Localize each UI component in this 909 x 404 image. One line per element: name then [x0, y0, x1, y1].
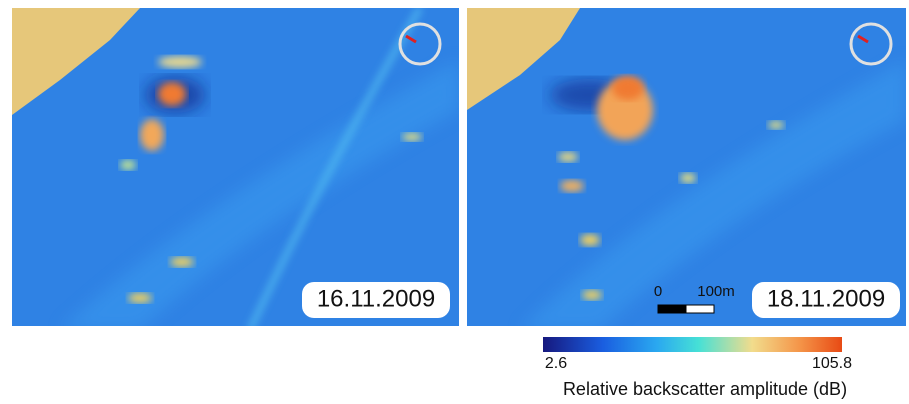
date-label: 16.11.2009	[317, 285, 435, 312]
colorbar-title: Relative backscatter amplitude (dB)	[563, 379, 847, 399]
backscatter-image	[12, 8, 459, 326]
date-box	[752, 282, 900, 318]
colorbar-min: 2.6	[545, 355, 567, 372]
date-box	[302, 282, 450, 318]
colorbar	[543, 337, 842, 352]
scale-label: 0	[654, 283, 662, 300]
backscatter-image	[467, 8, 906, 326]
scale-bar	[657, 304, 687, 314]
date-label: 18.11.2009	[767, 285, 885, 312]
scale-bar	[685, 304, 715, 314]
colorbar-max: 105.8	[812, 355, 852, 372]
scale-label: 100m	[697, 283, 735, 300]
